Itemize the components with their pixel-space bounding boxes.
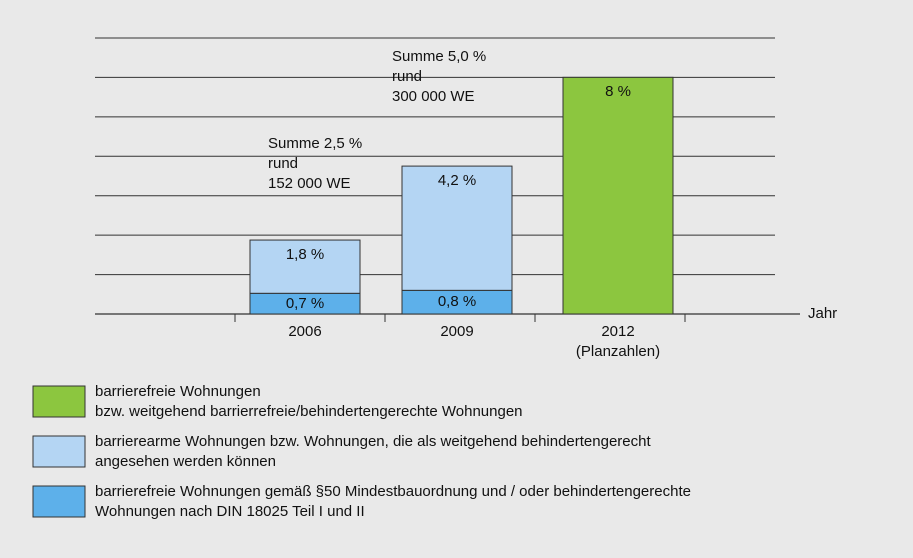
value-label: 0,7 % — [285, 294, 325, 312]
value-label: 8 % — [605, 83, 631, 101]
x-axis-label: Jahr — [808, 305, 838, 322]
x-tick-label: 2009 — [440, 323, 474, 340]
x-tick-label: 2006 — [288, 323, 322, 340]
bar-segment — [249, 239, 361, 294]
legend-label: barrierefreie Wohnungen bzw. weitgehend … — [95, 383, 523, 420]
legend-swatch — [32, 385, 86, 418]
legend-swatch — [32, 435, 86, 468]
bar-segment — [562, 76, 674, 315]
value-label: 4,2 % — [437, 172, 477, 190]
annotation: Summe 5,0 % rund 300 000 WE — [392, 48, 487, 105]
legend-label: barrierefreie Wohnungen gemäß §50 Mindes… — [95, 483, 691, 520]
legend-label: barrierearme Wohnungen bzw. Wohnungen, d… — [95, 433, 651, 470]
x-tick-label: 2012 (Planzahlen) — [575, 323, 661, 360]
bar-segment — [401, 165, 513, 291]
annotation: Summe 2,5 % rund 152 000 WE — [268, 135, 363, 192]
value-label: 0,8 % — [437, 293, 477, 311]
value-label: 1,8 % — [285, 246, 325, 264]
legend-swatch — [32, 485, 86, 518]
